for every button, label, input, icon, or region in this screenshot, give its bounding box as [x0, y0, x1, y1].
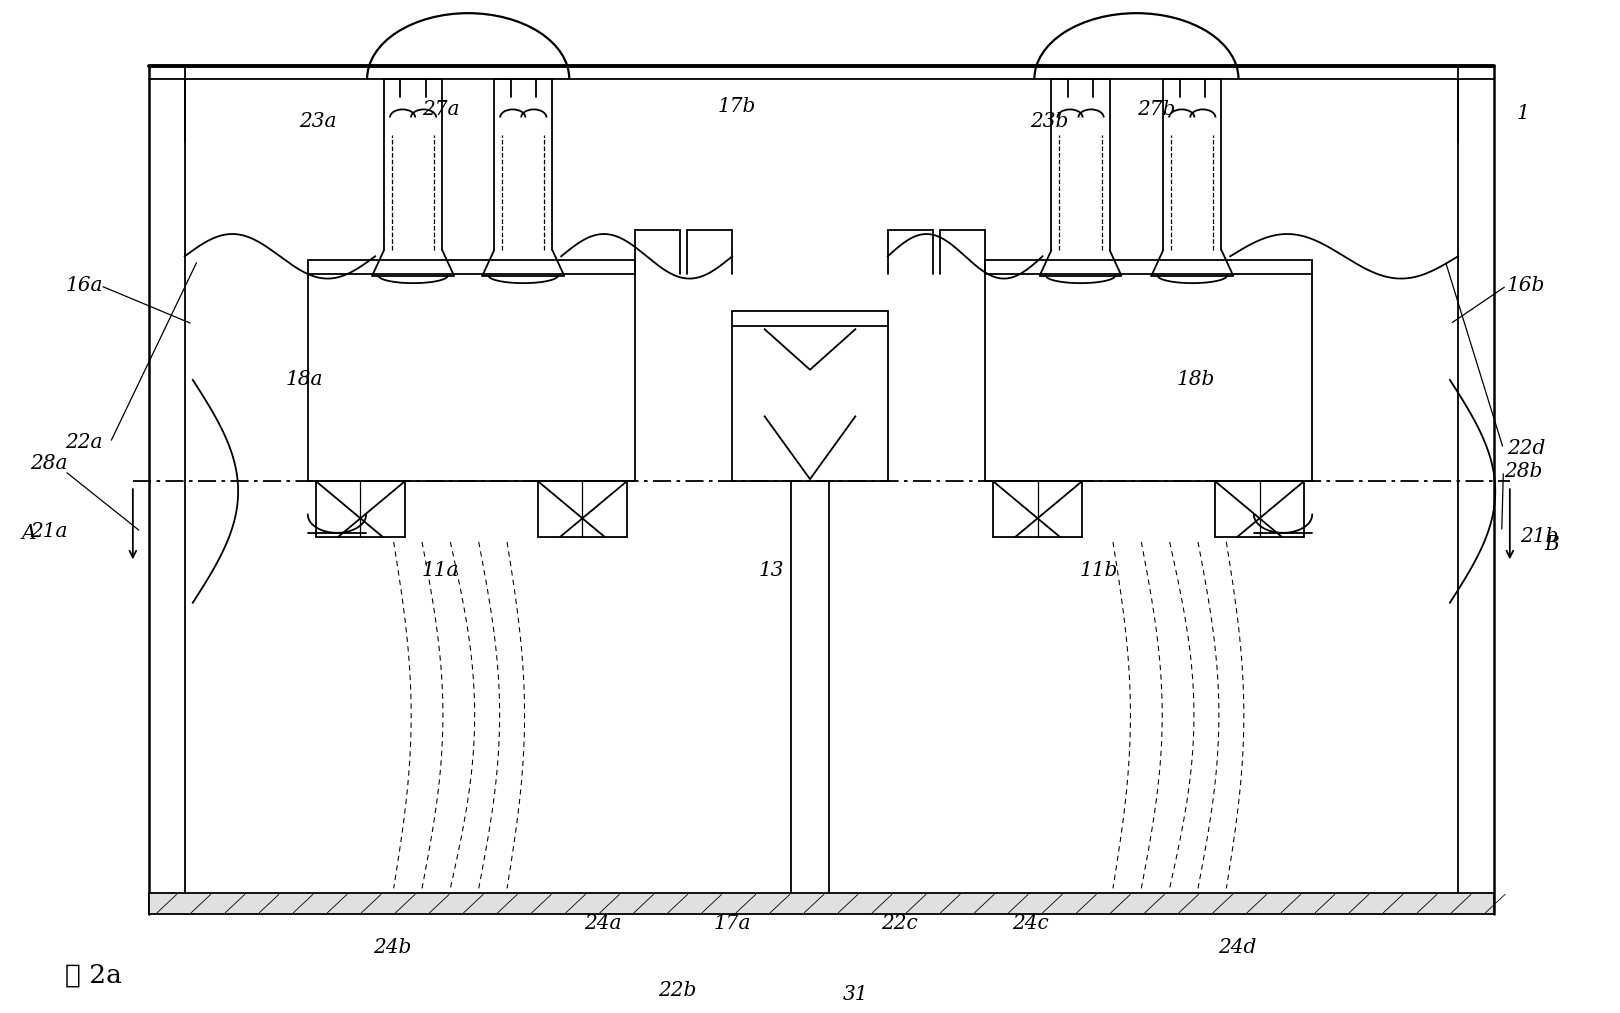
Text: 22b: 22b [658, 982, 697, 1000]
Text: 11b: 11b [1079, 561, 1118, 579]
Text: B: B [1544, 536, 1560, 554]
Text: A: A [23, 525, 36, 543]
Text: 31: 31 [842, 986, 868, 1004]
Bar [149, 893, 1494, 914]
Bar [308, 260, 635, 481]
Text: 16a: 16a [65, 277, 104, 295]
Text: 27a: 27a [421, 100, 460, 119]
Text: 13: 13 [758, 561, 784, 579]
Bar [732, 311, 888, 481]
Text: 27b: 27b [1137, 100, 1176, 119]
Text: 图 2a: 图 2a [65, 962, 122, 988]
Text: 24a: 24a [583, 915, 622, 933]
Text: 1: 1 [1516, 104, 1529, 123]
Text: 28a: 28a [29, 455, 68, 473]
Text: 24c: 24c [1012, 915, 1048, 933]
Text: 24b: 24b [373, 938, 411, 956]
Text: 28b: 28b [1503, 462, 1542, 480]
Text: 18a: 18a [285, 371, 324, 389]
Text: 23b: 23b [1030, 112, 1069, 131]
Bar [985, 260, 1312, 481]
Text: 23a: 23a [298, 112, 337, 131]
Text: 21b: 21b [1520, 528, 1558, 546]
Text: 21a: 21a [29, 523, 68, 541]
Text: 18b: 18b [1176, 371, 1215, 389]
Text: 11a: 11a [421, 561, 460, 579]
Text: 16b: 16b [1507, 277, 1545, 295]
Text: 17a: 17a [713, 915, 752, 933]
Text: 17b: 17b [718, 97, 757, 115]
Text: 22d: 22d [1507, 440, 1545, 458]
Text: 22c: 22c [881, 915, 917, 933]
Text: 24d: 24d [1218, 938, 1257, 956]
Text: 22a: 22a [65, 434, 104, 452]
